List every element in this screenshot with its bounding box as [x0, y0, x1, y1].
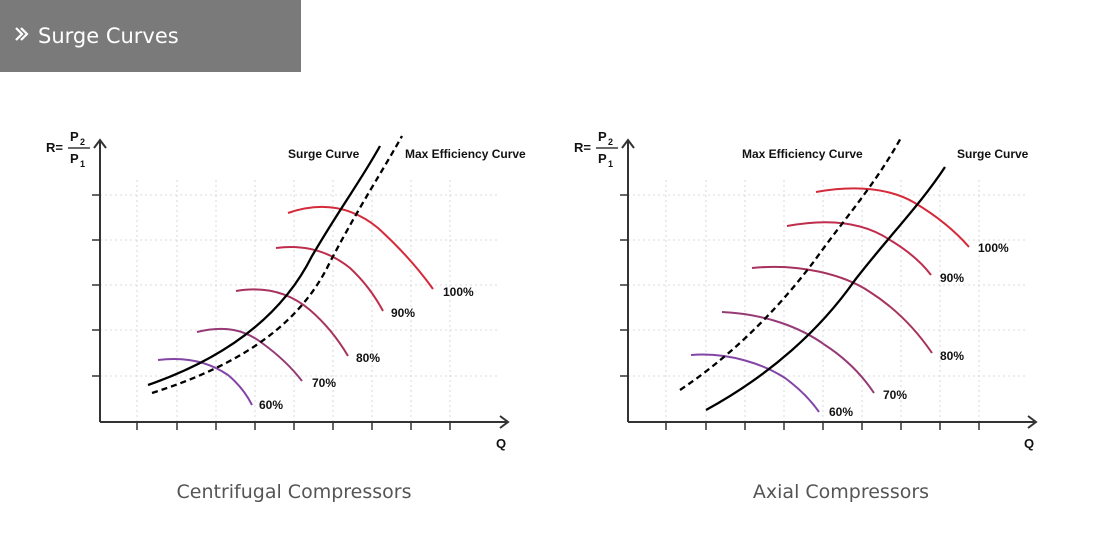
speed-label-90: 90%: [940, 271, 964, 285]
max-efficiency-label: Max Efficiency Curve: [405, 147, 526, 161]
svg-text:R=: R=: [46, 140, 63, 155]
max-efficiency-curve: [679, 135, 904, 391]
max-efficiency-curve: [151, 135, 404, 395]
speed-label-90: 90%: [391, 306, 415, 320]
svg-text:2: 2: [80, 137, 85, 147]
speed-curve-80: [235, 288, 349, 357]
speed-curve-70: [196, 327, 303, 382]
axis-ticks: [92, 194, 451, 430]
surge-curve: [147, 145, 382, 387]
surge-curve: [705, 166, 946, 412]
speed-label-60: 60%: [259, 398, 283, 412]
speed-label-100: 100%: [978, 241, 1009, 255]
speed-curve-100: [287, 205, 434, 290]
speed-label-80: 80%: [940, 349, 964, 363]
header-bar: Surge Curves: [0, 0, 301, 72]
max-efficiency-label: Max Efficiency Curve: [742, 147, 863, 161]
panel-caption: Centrifugal Compressors: [177, 481, 412, 503]
svg-text:1: 1: [608, 159, 613, 169]
svg-text:1: 1: [80, 159, 85, 169]
axes: [621, 138, 1038, 429]
y-axis-label: R= P 2 P 1: [574, 129, 618, 169]
speed-curve-60: [690, 353, 820, 413]
speed-label-80: 80%: [356, 351, 380, 365]
speed-label-70: 70%: [883, 388, 907, 402]
x-axis-label: Q: [1024, 436, 1034, 451]
axial-panel: Max Efficiency Curve Surge Curve 100% 90…: [574, 129, 1038, 503]
surge-curve-label: Surge Curve: [957, 147, 1029, 161]
grid: [100, 180, 500, 422]
svg-text:P: P: [70, 129, 79, 144]
speed-label-60: 60%: [829, 405, 853, 419]
double-chevron-right-icon: [14, 26, 30, 46]
svg-text:R=: R=: [574, 140, 591, 155]
grid: [628, 180, 1028, 422]
speed-curve-80: [751, 265, 933, 354]
svg-text:P: P: [598, 129, 607, 144]
svg-text:P: P: [70, 151, 79, 166]
surge-curve-label: Surge Curve: [288, 147, 360, 161]
svg-text:2: 2: [608, 137, 613, 147]
header-title: Surge Curves: [38, 24, 179, 48]
y-axis-label: R= P 2 P 1: [46, 129, 90, 169]
axis-ticks: [620, 194, 980, 430]
speed-label-100: 100%: [443, 285, 474, 299]
centrifugal-panel: Surge Curve Max Efficiency Curve 100% 90…: [46, 129, 526, 503]
x-axis-label: Q: [496, 436, 506, 451]
svg-text:P: P: [598, 151, 607, 166]
speed-curve-70: [721, 311, 875, 394]
axes: [93, 138, 510, 429]
speed-curve-90: [786, 221, 932, 276]
speed-curve-100: [815, 187, 970, 248]
speed-curve-90: [275, 246, 384, 312]
speed-label-70: 70%: [312, 376, 336, 390]
speed-curve-60: [157, 358, 253, 406]
panel-caption: Axial Compressors: [753, 481, 929, 503]
